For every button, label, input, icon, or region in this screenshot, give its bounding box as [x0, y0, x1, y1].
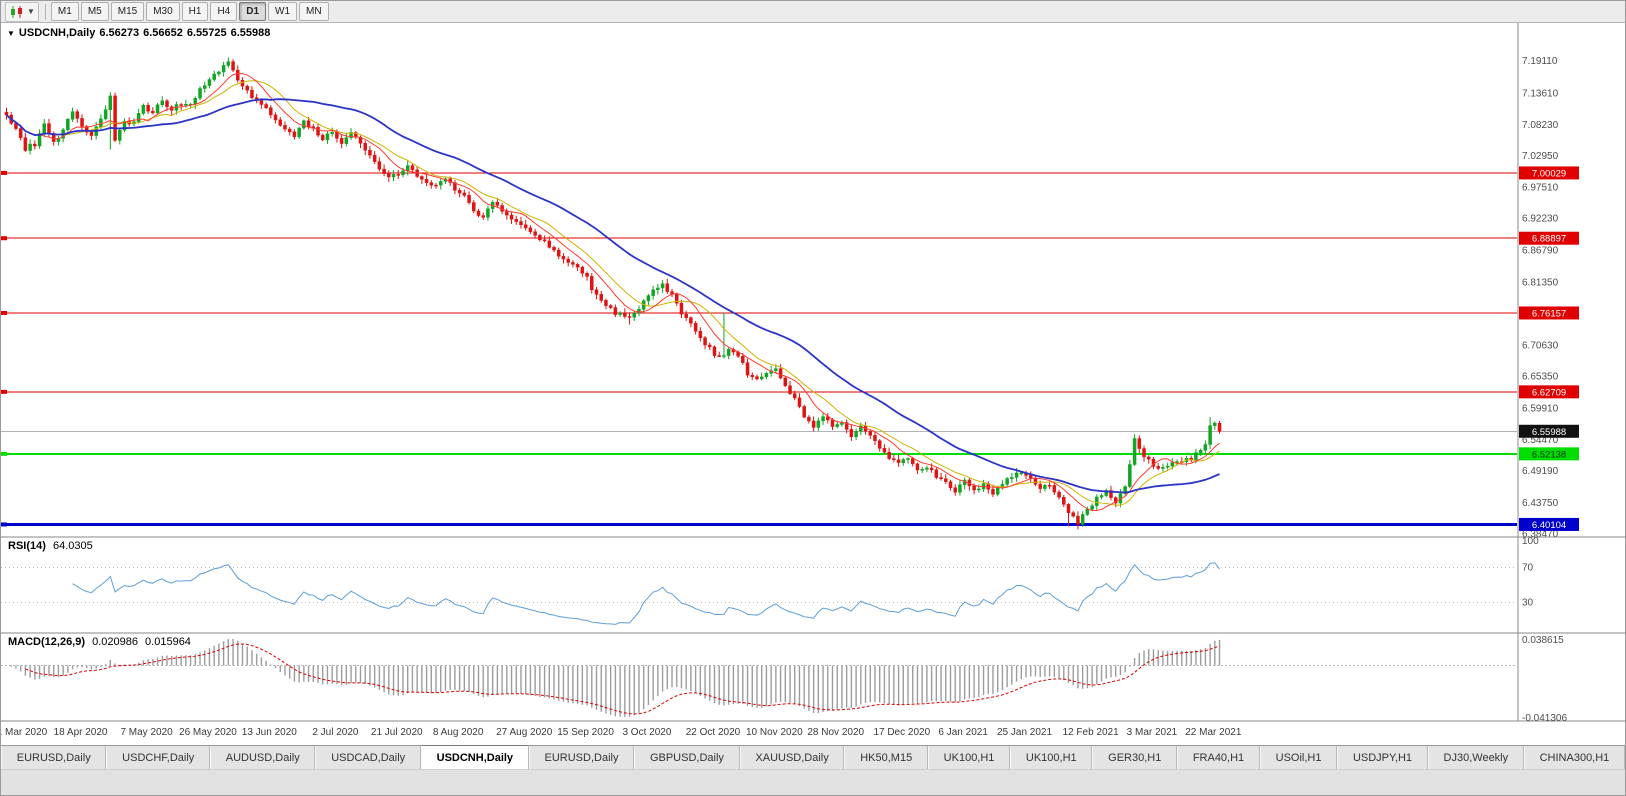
svg-text:22 Oct 2020: 22 Oct 2020 [686, 727, 741, 738]
timeframe-button-m15[interactable]: M15 [110, 2, 145, 21]
toolbar-separator [44, 3, 46, 20]
svg-text:26 May 2020: 26 May 2020 [179, 727, 237, 738]
chart-type-button[interactable]: ▼ [5, 1, 39, 22]
svg-text:6.86790: 6.86790 [1522, 246, 1559, 257]
svg-text:18 Apr 2020: 18 Apr 2020 [54, 727, 108, 738]
svg-text:6.55988: 6.55988 [1532, 427, 1566, 438]
svg-text:7.08230: 7.08230 [1522, 120, 1559, 131]
chart-tab-usdcnh-daily[interactable]: USDCNH,Daily [420, 745, 529, 769]
chart-tab-hk50-m15[interactable]: HK50,M15 [844, 746, 928, 769]
svg-text:25 Jan 2021: 25 Jan 2021 [997, 727, 1052, 738]
chart-area[interactable]: 7.19110 7.13610 7.08230 7.02950 6.97510 6.922… [1, 23, 1626, 745]
chart-tab-xauusd-daily[interactable]: XAUUSD,Daily [739, 746, 845, 769]
macd-indicator-label: MACD(12,26,9) 0.020986 0.015964 [6, 636, 193, 648]
svg-text:0.038615: 0.038615 [1522, 635, 1564, 646]
chevron-down-icon: ▼ [27, 7, 35, 16]
timeframe-toolbar: ▼ M1 M5 M15 M30 H1 H4 D1 W1 MN [1, 1, 1625, 23]
price-chart-svg[interactable]: 7.19110 7.13610 7.08230 7.02950 6.97510 6.922… [1, 23, 1626, 745]
timeframe-button-h1[interactable]: H1 [181, 2, 209, 21]
chart-tab-uk100-h1[interactable]: UK100,H1 [927, 746, 1011, 769]
timeframe-button-mn[interactable]: MN [299, 2, 329, 21]
svg-text:6.38470: 6.38470 [1522, 529, 1559, 540]
svg-text:6.49190: 6.49190 [1522, 466, 1559, 477]
svg-text:8 Aug 2020: 8 Aug 2020 [433, 727, 484, 738]
svg-text:6.92230: 6.92230 [1522, 214, 1559, 225]
svg-text:100: 100 [1522, 536, 1539, 547]
chart-tab-china300-h1[interactable]: CHINA300,H1 [1523, 746, 1625, 769]
chart-tab-gbpusd-daily[interactable]: GBPUSD,Daily [634, 746, 740, 769]
svg-text:6.81350: 6.81350 [1522, 278, 1559, 289]
candlestick-chart-icon [11, 5, 22, 18]
svg-text:15 Sep 2020: 15 Sep 2020 [557, 727, 614, 738]
chart-title: ▼ USDCNH,Daily 6.56273 6.56652 6.55725 6… [7, 27, 270, 39]
svg-text:28 Nov 2020: 28 Nov 2020 [807, 727, 864, 738]
chart-tab-dj30-weekly[interactable]: DJ30,Weekly [1427, 746, 1524, 769]
svg-text:6 Jan 2021: 6 Jan 2021 [938, 727, 988, 738]
svg-text:7.02950: 7.02950 [1522, 151, 1559, 162]
chart-tab-bar: EURUSD,Daily USDCHF,Daily AUDUSD,Daily USDC… [1, 745, 1625, 769]
timeframe-button-d1[interactable]: D1 [239, 2, 267, 21]
svg-text:6.76157: 6.76157 [1532, 308, 1566, 319]
macd-main-value: 0.020986 [92, 636, 138, 648]
chart-symbol: USDCNH,Daily [18, 27, 96, 39]
chart-tab-usdchf-daily[interactable]: USDCHF,Daily [106, 746, 211, 769]
svg-text:6.70630: 6.70630 [1522, 340, 1559, 351]
rsi-indicator-label: RSI(14) 64.0305 [6, 540, 95, 552]
chart-tab-usdjpy-h1[interactable]: USDJPY,H1 [1337, 746, 1428, 769]
ohlc-low: 6.55725 [186, 27, 227, 39]
svg-text:7.19110: 7.19110 [1522, 56, 1558, 67]
chart-tab-fra40-h1[interactable]: FRA40,H1 [1177, 746, 1260, 769]
svg-text:2 Jul 2020: 2 Jul 2020 [312, 727, 359, 738]
svg-text:12 Feb 2021: 12 Feb 2021 [1063, 727, 1120, 738]
status-strip [1, 769, 1625, 795]
svg-text:22 Mar 2021: 22 Mar 2021 [1185, 727, 1242, 738]
svg-text:7.00029: 7.00029 [1532, 168, 1566, 179]
svg-text:3 Mar 2021: 3 Mar 2021 [1127, 727, 1178, 738]
timeframe-button-m30[interactable]: M30 [146, 2, 180, 21]
svg-text:6.43750: 6.43750 [1522, 498, 1559, 509]
chart-tab-usoil-h1[interactable]: USOil,H1 [1259, 746, 1338, 769]
svg-text:17 Dec 2020: 17 Dec 2020 [873, 727, 930, 738]
svg-text:6.62709: 6.62709 [1532, 387, 1566, 398]
chart-tab-audusd-daily[interactable]: AUDUSD,Daily [210, 746, 316, 769]
timeframe-button-w1[interactable]: W1 [268, 2, 298, 21]
chart-tab-uk100-h1[interactable]: UK100,H1 [1010, 746, 1093, 769]
chart-tab-usdcad-daily[interactable]: USDCAD,Daily [315, 746, 421, 769]
chart-tab-ger30-h1[interactable]: GER30,H1 [1092, 746, 1178, 769]
ohlc-open: 6.56273 [99, 27, 140, 39]
timeframe-buttons-group: M1 M5 M15 M30 H1 H4 D1 W1 MN [50, 2, 330, 21]
svg-text:31 Mar 2020: 31 Mar 2020 [1, 727, 48, 738]
ohlc-high: 6.56652 [143, 27, 183, 39]
timeframe-button-m5[interactable]: M5 [80, 2, 109, 21]
timeframe-button-m1[interactable]: M1 [50, 2, 79, 21]
svg-text:6.65350: 6.65350 [1522, 371, 1559, 382]
macd-signal-value: 0.015964 [145, 636, 191, 648]
svg-text:-0.041306: -0.041306 [1522, 713, 1567, 724]
svg-text:10 Nov 2020: 10 Nov 2020 [746, 727, 803, 738]
svg-text:30: 30 [1522, 598, 1534, 609]
rsi-name: RSI(14) [8, 540, 46, 552]
rsi-value: 64.0305 [52, 540, 93, 552]
svg-text:6.40104: 6.40104 [1532, 520, 1566, 531]
symbol-dropdown-icon[interactable]: ▼ [7, 28, 15, 38]
svg-text:6.59910: 6.59910 [1522, 403, 1559, 414]
chart-tab-eurusd-daily[interactable]: EURUSD,Daily [528, 746, 635, 769]
svg-text:13 Jun 2020: 13 Jun 2020 [242, 727, 297, 738]
macd-name: MACD(12,26,9) [8, 636, 86, 648]
chart-tab-eurusd-daily[interactable]: EURUSD,Daily [1, 746, 107, 769]
ohlc-close: 6.55988 [230, 27, 271, 39]
svg-text:6.88897: 6.88897 [1532, 234, 1566, 245]
svg-text:7.13610: 7.13610 [1522, 88, 1559, 99]
svg-text:6.97510: 6.97510 [1522, 183, 1559, 194]
svg-text:21 Jul 2020: 21 Jul 2020 [371, 727, 423, 738]
svg-text:3 Oct 2020: 3 Oct 2020 [622, 727, 671, 738]
svg-text:7 May 2020: 7 May 2020 [120, 727, 173, 738]
timeframe-button-h4[interactable]: H4 [210, 2, 238, 21]
svg-text:6.54470: 6.54470 [1522, 435, 1559, 446]
svg-text:27 Aug 2020: 27 Aug 2020 [496, 727, 553, 738]
svg-text:70: 70 [1522, 562, 1534, 573]
svg-text:6.52138: 6.52138 [1532, 449, 1566, 460]
